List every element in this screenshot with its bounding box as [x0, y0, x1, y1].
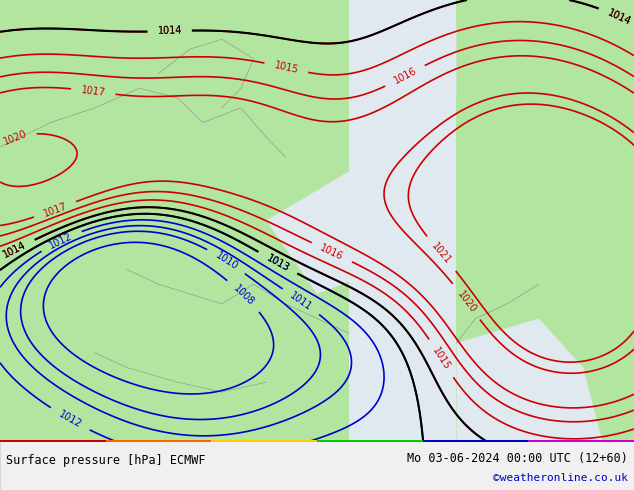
- Text: 1020: 1020: [1, 129, 28, 147]
- Text: 1015: 1015: [273, 60, 299, 75]
- Text: 1012: 1012: [57, 409, 83, 430]
- Text: 1015: 1015: [430, 345, 452, 371]
- Text: 1014: 1014: [2, 240, 28, 260]
- Text: 1012: 1012: [48, 230, 74, 250]
- Text: 1020: 1020: [455, 289, 478, 315]
- Text: 1008: 1008: [231, 283, 256, 308]
- Text: 1011: 1011: [288, 291, 314, 313]
- Polygon shape: [266, 98, 456, 294]
- FancyBboxPatch shape: [106, 440, 211, 442]
- Text: 1014: 1014: [157, 26, 182, 36]
- Text: 1014: 1014: [606, 7, 632, 27]
- FancyBboxPatch shape: [423, 440, 528, 442]
- FancyBboxPatch shape: [456, 0, 634, 441]
- Text: ©weatheronline.co.uk: ©weatheronline.co.uk: [493, 473, 628, 483]
- FancyBboxPatch shape: [0, 441, 634, 490]
- Text: 1013: 1013: [264, 252, 291, 273]
- Text: 1016: 1016: [319, 243, 345, 262]
- Text: Surface pressure [hPa] ECMWF: Surface pressure [hPa] ECMWF: [6, 454, 206, 467]
- Text: 1013: 1013: [264, 252, 291, 273]
- Text: 1014: 1014: [157, 26, 182, 36]
- Text: 1017: 1017: [42, 200, 68, 219]
- FancyBboxPatch shape: [0, 0, 634, 441]
- Text: 1021: 1021: [430, 241, 453, 267]
- Text: 1014: 1014: [606, 7, 632, 27]
- Text: 1014: 1014: [2, 240, 28, 260]
- Text: Mo 03-06-2024 00:00 UTC (12+60): Mo 03-06-2024 00:00 UTC (12+60): [407, 452, 628, 465]
- Polygon shape: [349, 24, 456, 122]
- Text: 1017: 1017: [81, 85, 106, 98]
- FancyBboxPatch shape: [211, 440, 317, 442]
- FancyBboxPatch shape: [0, 0, 349, 441]
- Polygon shape: [456, 318, 602, 441]
- Text: 1010: 1010: [214, 250, 240, 272]
- FancyBboxPatch shape: [0, 440, 106, 442]
- FancyBboxPatch shape: [528, 440, 634, 442]
- Text: 1016: 1016: [392, 66, 418, 86]
- FancyBboxPatch shape: [317, 440, 423, 442]
